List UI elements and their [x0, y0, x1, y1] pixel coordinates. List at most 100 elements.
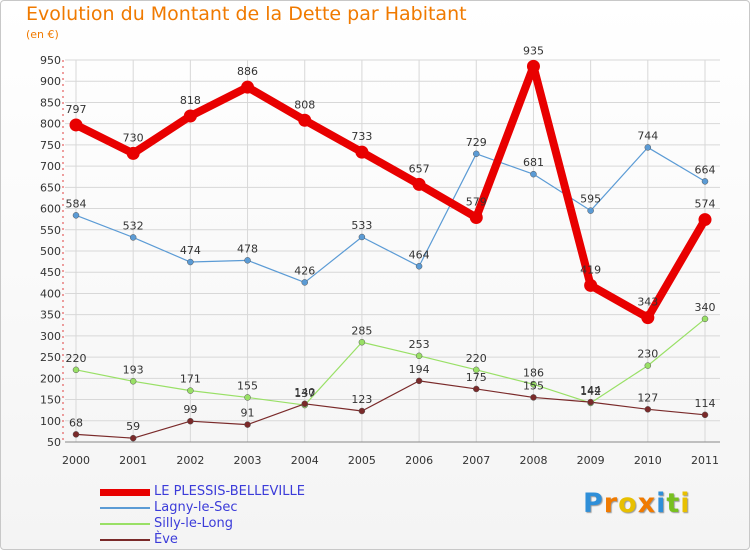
x-tick-label: 2001	[119, 454, 147, 467]
y-tick-label: 950	[40, 54, 61, 67]
series-line-0	[74, 62, 709, 322]
data-point	[241, 80, 255, 94]
data-label: 533	[351, 219, 372, 232]
data-point	[244, 421, 251, 428]
logo-letter: i	[656, 488, 667, 519]
data-label: 729	[466, 136, 487, 149]
data-label: 68	[69, 416, 83, 429]
legend-swatch	[100, 488, 150, 496]
data-label: 155	[523, 379, 544, 392]
data-point	[641, 311, 655, 325]
data-label: 343	[637, 296, 658, 309]
data-label: 171	[180, 373, 201, 386]
data-label: 230	[637, 348, 658, 361]
y-tick-label: 450	[40, 266, 61, 279]
data-label: 664	[695, 163, 716, 176]
data-point	[587, 398, 594, 406]
legend-label: Silly-le-Long	[154, 516, 234, 531]
data-label: 194	[409, 363, 430, 376]
data-label: 91	[241, 407, 255, 420]
legend-swatch	[100, 523, 150, 525]
data-point	[587, 207, 594, 214]
legend-item: Ève	[100, 532, 400, 548]
data-point	[698, 213, 712, 227]
data-label: 155	[237, 379, 258, 392]
logo-letter: o	[618, 488, 638, 519]
data-point	[298, 113, 312, 127]
data-label: 175	[466, 371, 487, 384]
data-point	[129, 434, 137, 442]
data-point	[358, 339, 366, 346]
x-tick-label: 2003	[234, 454, 262, 467]
data-point	[530, 394, 537, 401]
data-point	[355, 145, 369, 159]
data-label: 144	[580, 384, 601, 397]
data-point	[644, 362, 652, 369]
data-point	[644, 144, 652, 151]
data-point	[301, 400, 308, 408]
y-tick-label: 900	[40, 75, 61, 88]
data-label: 419	[580, 263, 601, 276]
legend-swatch	[100, 507, 150, 509]
data-point	[584, 278, 598, 292]
data-label: 574	[695, 198, 716, 211]
data-point	[526, 59, 540, 73]
data-label: 426	[294, 264, 315, 277]
x-tick-label: 2004	[291, 454, 319, 467]
data-label: 744	[637, 129, 658, 142]
logo-letter: x	[637, 488, 657, 519]
data-label: 478	[237, 242, 258, 255]
y-tick-label: 300	[40, 330, 61, 343]
data-label: 140	[294, 386, 315, 399]
legend-swatch	[100, 539, 150, 541]
data-point	[244, 394, 251, 401]
y-tick-label: 250	[40, 351, 61, 364]
y-tick-label: 850	[40, 96, 61, 109]
data-point	[129, 378, 137, 385]
y-tick-label: 50	[47, 436, 61, 449]
data-point	[415, 352, 423, 360]
data-label: 935	[523, 44, 544, 57]
data-point	[129, 234, 137, 241]
data-point	[701, 178, 709, 185]
data-label: 886	[237, 65, 258, 78]
y-tick-label: 350	[40, 309, 61, 322]
data-point	[473, 366, 480, 374]
data-point	[358, 233, 366, 241]
y-tick-label: 750	[40, 139, 61, 152]
x-tick-label: 2005	[348, 454, 376, 467]
data-point	[473, 150, 480, 158]
y-tick-label: 650	[40, 181, 61, 194]
data-label: 595	[580, 193, 601, 206]
logo-letter: r	[603, 488, 619, 519]
data-point	[126, 146, 140, 160]
data-label: 142	[580, 385, 601, 398]
legend-label: LE PLESSIS-BELLEVILLE	[154, 484, 305, 499]
y-tick-label: 100	[40, 415, 61, 428]
data-label: 127	[637, 391, 658, 404]
y-tick-label: 600	[40, 203, 61, 216]
data-point	[644, 406, 652, 413]
data-point	[701, 411, 709, 419]
y-tick-label: 150	[40, 394, 61, 407]
data-point	[701, 315, 709, 323]
data-point	[187, 387, 194, 394]
data-label: 285	[351, 324, 372, 337]
data-point	[301, 279, 308, 286]
data-label: 220	[66, 352, 87, 365]
data-label: 808	[294, 98, 315, 111]
data-point	[415, 377, 423, 385]
data-label: 532	[123, 219, 144, 232]
logo-letter: P	[583, 488, 604, 519]
x-tick-label: 2006	[405, 454, 433, 467]
data-point	[473, 385, 480, 393]
data-label: 193	[123, 363, 144, 376]
data-label: 99	[183, 403, 197, 416]
data-label: 474	[180, 244, 201, 257]
logo-letter: i	[680, 488, 691, 519]
x-tick-label: 2009	[577, 454, 605, 467]
legend-label: Ève	[154, 532, 178, 547]
data-label: 114	[695, 397, 716, 410]
data-point	[187, 258, 194, 266]
data-label: 584	[66, 197, 87, 210]
